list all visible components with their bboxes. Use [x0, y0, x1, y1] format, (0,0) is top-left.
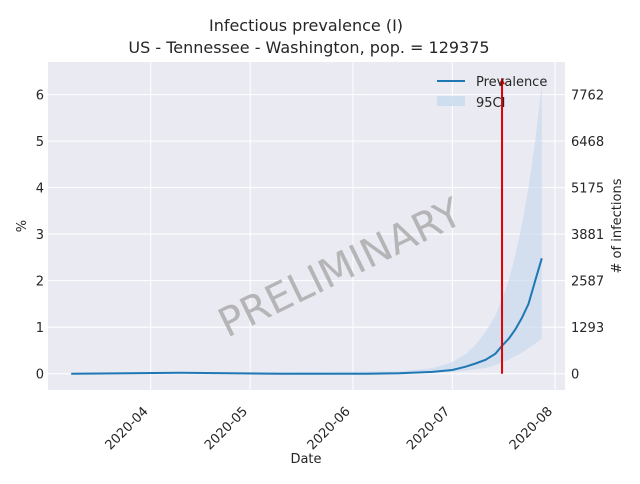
legend-entry-95ci: 95CI [476, 96, 505, 111]
y-right-axis-label: # of infections [610, 178, 625, 273]
x-axis-label: Date [290, 452, 321, 467]
legend-band-swatch [437, 96, 465, 106]
x-tick-label: 2020-08 [507, 404, 556, 453]
prevalence-line [71, 258, 543, 375]
y-tick-label: 0 [36, 368, 44, 383]
x-tick-labels: 2020-04 2020-05 2020-06 2020-07 2020-08 [103, 404, 556, 453]
y-tick-label: 1 [36, 321, 44, 336]
x-tick-label: 2020-04 [103, 404, 152, 453]
prevalence-line-layer [71, 258, 543, 375]
x-tick-label: 2020-06 [305, 404, 354, 453]
ci-band-layer [71, 85, 542, 374]
y-axis-label: % [15, 220, 30, 232]
chart-title-line2: US - Tennessee - Washington, pop. = 1293… [128, 38, 489, 57]
y-right-tick-label: 6468 [571, 135, 604, 150]
chart-title-line1: Infectious prevalence (I) [209, 16, 403, 35]
y-tick-labels: 0 1 2 3 4 5 6 [36, 89, 44, 383]
ci-band [71, 85, 542, 374]
y-tick-label: 5 [36, 135, 44, 150]
y-right-tick-label: 5175 [571, 182, 604, 197]
y-right-tick-label: 7762 [571, 89, 604, 104]
y-right-tick-labels: 0 1293 2587 3881 5175 6468 7762 [571, 89, 604, 383]
plot-area [48, 62, 565, 390]
y-tick-label: 6 [36, 89, 44, 104]
y-right-tick-label: 1293 [571, 321, 604, 336]
y-tick-label: 3 [36, 228, 44, 243]
y-tick-label: 4 [36, 182, 44, 197]
y-tick-label: 2 [36, 275, 44, 290]
x-tick-label: 2020-07 [404, 404, 453, 453]
marker-layer [499, 78, 506, 374]
x-tick-label: 2020-05 [202, 404, 251, 453]
legend-entry-prevalence: Prevalence [476, 75, 547, 90]
y-right-tick-label: 0 [571, 368, 579, 383]
date-marker-arrow [499, 78, 506, 85]
y-right-tick-label: 3881 [571, 228, 604, 243]
grid-lines [48, 62, 565, 390]
y-right-tick-label: 2587 [571, 275, 604, 290]
legend: Prevalence 95CI [437, 75, 547, 111]
